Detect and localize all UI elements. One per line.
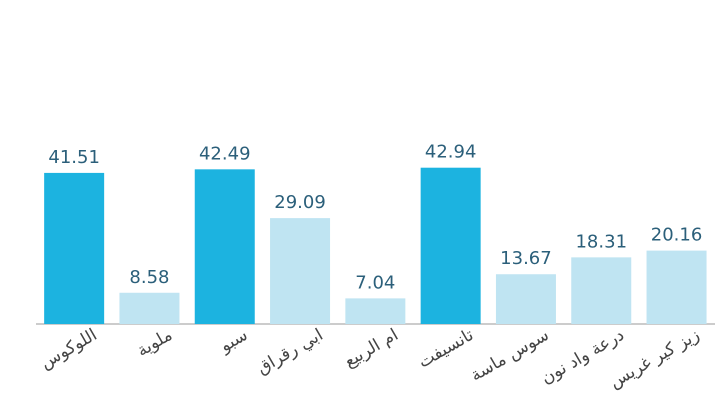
x-tick-label: تانسيفت xyxy=(415,325,477,373)
x-tick-label: ابي رقراق xyxy=(254,325,327,379)
x-tick-label: ملوية xyxy=(134,325,176,361)
bar xyxy=(194,169,255,324)
bar xyxy=(571,257,632,324)
bar xyxy=(44,172,105,324)
value-label: 42.94 xyxy=(425,142,477,163)
value-label: 13.67 xyxy=(500,248,552,269)
value-label: 7.04 xyxy=(355,272,395,293)
x-tick-label: اللوكوس xyxy=(37,325,101,373)
value-label: 18.31 xyxy=(575,231,627,252)
bar xyxy=(270,218,331,324)
bar xyxy=(119,292,180,324)
value-label: 29.09 xyxy=(274,192,326,213)
x-tick-label: سوس ماسة xyxy=(467,325,552,386)
bar xyxy=(495,274,556,324)
value-label: 41.51 xyxy=(48,147,100,168)
bar xyxy=(646,250,707,324)
value-label: 42.49 xyxy=(199,143,251,164)
x-tick-label: سبو xyxy=(216,325,251,357)
bar xyxy=(345,298,406,324)
value-label: 8.58 xyxy=(129,267,169,288)
value-label: 20.16 xyxy=(651,225,703,246)
x-tick-label: ام الربيع xyxy=(341,325,402,372)
bar xyxy=(420,167,481,324)
